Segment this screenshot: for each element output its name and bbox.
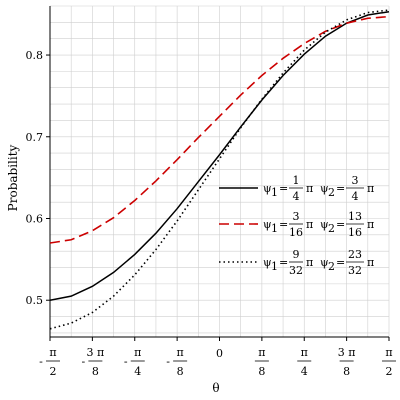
- x-tick-numerator: 3 π: [87, 346, 105, 359]
- x-tick-denominator: 8: [258, 365, 265, 378]
- legend-pi: π: [367, 182, 374, 195]
- y-axis-label: Probability: [6, 144, 20, 211]
- x-tick-sign: -: [82, 355, 86, 368]
- legend-pi: π: [367, 256, 374, 269]
- legend-psi1-symbol: ψ: [263, 182, 272, 195]
- x-tick-numerator: π: [385, 346, 392, 359]
- legend-equals: =: [336, 182, 345, 195]
- y-tick-label: 0.7: [26, 131, 44, 144]
- legend-psi2-subscript: 2: [328, 260, 335, 273]
- x-tick-numerator: π: [49, 346, 56, 359]
- series-lines: [49, 9, 390, 330]
- x-tick-label: 0: [216, 347, 223, 360]
- x-tick-sign: -: [166, 355, 170, 368]
- x-tick-numerator: π: [134, 346, 141, 359]
- legend-psi1-numerator: 3: [293, 210, 300, 223]
- x-tick-numerator: π: [301, 346, 308, 359]
- legend-psi1-numerator: 1: [293, 174, 300, 187]
- x-tick-numerator: 3 π: [338, 346, 356, 359]
- legend-equals: =: [336, 256, 345, 269]
- x-tick-denominator: 4: [134, 365, 141, 378]
- legend-psi1-subscript: 1: [271, 222, 278, 235]
- legend-psi2-numerator: 23: [348, 248, 362, 261]
- x-tick-denominator: 8: [343, 365, 350, 378]
- legend-psi2-numerator: 13: [348, 210, 362, 223]
- y-tick-label: 0.6: [26, 212, 44, 225]
- legend-pi: π: [367, 218, 374, 231]
- legend-equals: =: [279, 218, 288, 231]
- legend-psi1-symbol: ψ: [263, 256, 272, 269]
- y-tick-label: 0.8: [26, 49, 44, 62]
- x-tick-denominator: 2: [386, 365, 393, 378]
- x-tick-denominator: 8: [92, 365, 99, 378]
- legend-psi1-denominator: 16: [289, 226, 303, 239]
- legend-psi1-subscript: 1: [271, 260, 278, 273]
- legend-psi1-numerator: 9: [293, 248, 300, 261]
- legend-psi2-subscript: 2: [328, 186, 335, 199]
- series-line-dotted: [49, 9, 390, 330]
- legend-psi2-subscript: 2: [328, 222, 335, 235]
- series-line-solid: [49, 10, 390, 301]
- x-tick-denominator: 4: [301, 365, 308, 378]
- legend-psi2-denominator: 32: [348, 264, 362, 277]
- x-tick-denominator: 2: [50, 365, 57, 378]
- legend-psi2-symbol: ψ: [320, 218, 329, 231]
- legend-pi: π: [306, 218, 313, 231]
- legend-psi2-denominator: 16: [348, 226, 362, 239]
- legend-psi1-subscript: 1: [271, 186, 278, 199]
- grid: [49, 5, 390, 337]
- legend-psi2-symbol: ψ: [320, 182, 329, 195]
- legend-psi1-denominator: 4: [293, 190, 300, 203]
- x-tick-sign: -: [39, 355, 43, 368]
- legend-pi: π: [306, 182, 313, 195]
- legend-psi1-symbol: ψ: [263, 218, 272, 231]
- legend-psi2-denominator: 4: [352, 190, 359, 203]
- x-axis-label: θ: [212, 381, 219, 395]
- x-tick-denominator: 8: [177, 365, 184, 378]
- y-tick-label: 0.5: [26, 294, 44, 307]
- legend-pi: π: [306, 256, 313, 269]
- x-tick-sign: -: [124, 355, 128, 368]
- x-tick-numerator: π: [177, 346, 184, 359]
- legend-equals: =: [336, 218, 345, 231]
- legend-equals: =: [279, 256, 288, 269]
- legend-psi1-denominator: 32: [289, 264, 303, 277]
- x-tick-numerator: π: [258, 346, 265, 359]
- legend-psi2-symbol: ψ: [320, 256, 329, 269]
- y-ticks: 0.5 0.6 0.7 0.8: [26, 49, 50, 307]
- legend-equals: =: [279, 182, 288, 195]
- legend-psi2-numerator: 3: [352, 174, 359, 187]
